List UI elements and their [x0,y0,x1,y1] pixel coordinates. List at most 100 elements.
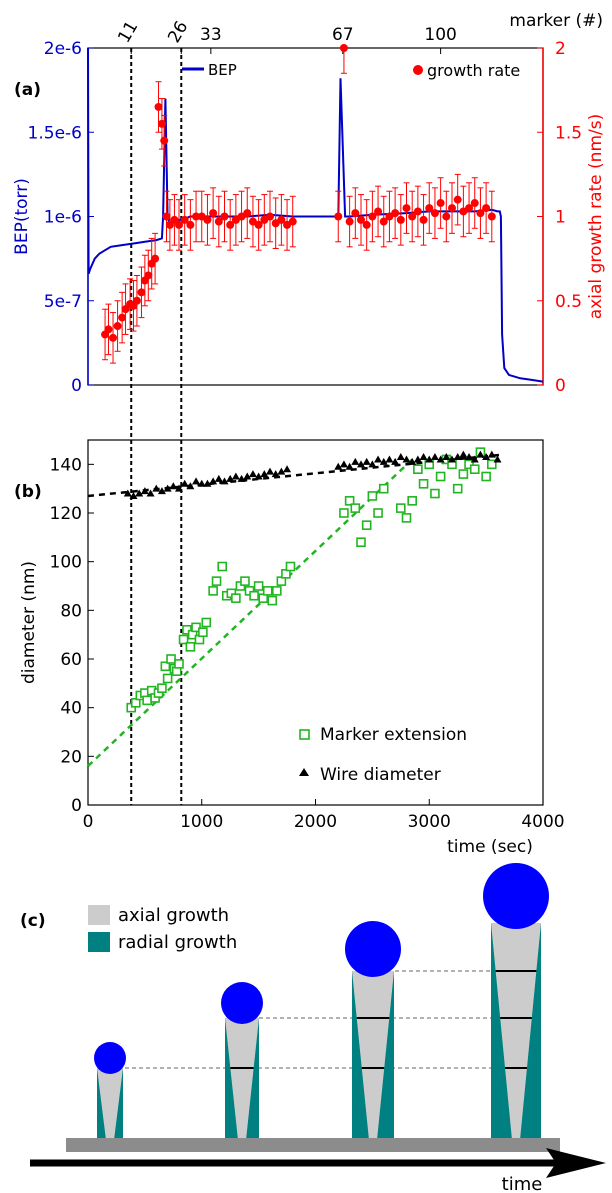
growth-rate-point [277,215,286,224]
wire-diameter-point [277,467,286,475]
y-left-tick-label: 1e-6 [44,208,82,228]
marker-extension-point [378,483,389,494]
wire-diameter-point [413,455,422,463]
y-tick-label: 140 [50,455,82,475]
marker-extension-point [435,471,446,482]
y-right-tick-label: 0 [555,376,566,396]
wire-diameter-point [345,462,354,470]
top-axis-label: marker (#) [509,11,603,31]
wire-diameter-point [368,460,377,468]
wire-diameter-point [385,455,394,463]
marker-extension-point [285,561,296,572]
marker-extension-point [361,520,372,530]
y-left-tick-label: 0 [71,376,82,396]
x-axis-label: time (sec) [447,837,533,857]
x-tick-label: 2000 [294,812,337,832]
growth-rate-point [368,212,377,221]
wire-diameter-point [203,479,212,487]
growth-rate-point [482,204,491,213]
growth-rate-point [118,313,127,322]
growth-rate-point [220,212,229,221]
wire-diameter-point [237,474,246,482]
wire-diameter-point [362,457,371,465]
legend-bep-label: BEP [208,61,237,79]
growth-rate-point [408,212,417,221]
marker-extension-point [452,483,463,494]
legend-marker-label: Marker extension [320,725,467,745]
top-tick-label: 100 [424,25,456,45]
top-tick-label: 26 [164,18,192,47]
growth-rate-point [476,209,485,218]
marker-extension-point [201,617,212,628]
growth-rate-point [379,217,388,226]
wire-diameter-point [209,477,218,485]
legend-growth-label: growth rate [427,61,520,80]
wire-diameter-point [169,482,178,490]
y-tick-label: 0 [71,796,82,816]
growth-rate-point [453,195,462,204]
marker-extension-point [396,503,406,513]
marker-extension-point [217,561,228,572]
growth-rate-point [192,212,201,221]
panel-a: 0 5e-7 1e-6 1.5e-6 2e-6 0 0.5 1 1.5 2 BEP(torr) axi… [12,11,606,805]
growth-rate-point [351,209,360,218]
x-tick-label: 1000 [180,812,223,832]
marker-extension-point [162,673,173,684]
wire-diameter-point [140,487,149,495]
marker-extension-point [339,508,349,518]
wire-diameter-point [465,453,474,461]
legend-wire-label: Wire diameter [320,765,441,785]
y-left-tick-label: 1.5e-6 [28,123,82,143]
legend-wire-swatch [299,768,309,776]
marker-extension-point [413,464,423,475]
marker-extension-point [464,459,474,470]
marker-extension-point [198,627,208,638]
time-arrow-label: time [502,1174,543,1193]
growth-rate-point [396,215,405,224]
nanowire-axial-core [225,1018,259,1140]
marker-extension-point [160,661,171,672]
legend-axial-label: axial growth [118,905,229,926]
x-tick-label: 4000 [521,812,564,832]
y-tick-label: 20 [60,747,82,767]
wire-diameter-point [379,457,388,465]
fit-line [87,458,414,767]
nanowire-axial-core [352,971,394,1140]
nanowire-axial-core [491,923,541,1140]
marker-extension-point [401,513,412,523]
growth-rate-point [442,212,451,221]
marker-extension-point [367,491,378,501]
legend-axial-swatch [88,905,110,925]
growth-rate-point [151,254,160,263]
wire-diameter-point [357,460,365,468]
marker-extension-point [469,464,480,475]
growth-rate-point [334,212,343,221]
wire-diameter-point [220,477,229,485]
marker-extension-point [249,590,259,601]
y-axis-label: diameter (nm) [19,561,39,684]
growth-rate-point [180,215,189,224]
growth-rate-point [104,325,113,334]
wire-diameter-point [408,457,417,465]
catalyst-droplet [345,921,401,977]
marker-extension-point [166,654,176,664]
nanowire-axial-core [97,1068,123,1140]
growth-rate-point [413,207,422,216]
wire-diameter-point [493,455,502,463]
marker-extension-point [458,469,469,479]
growth-rate-point [144,271,153,280]
growth-rate-point [419,215,428,224]
wire-diameter-point [419,453,428,461]
wire-diameter-point [163,484,172,492]
growth-rate-point [288,217,297,226]
wire-diameter-point [430,453,439,461]
wire-diameter-point [448,455,456,463]
growth-rate-point [391,209,400,218]
marker-extension-point [430,488,440,499]
y-tick-label: 60 [60,650,82,670]
wire-diameter-point [436,455,445,463]
wire-diameter-point [334,462,343,470]
marker-extension-point [240,576,250,586]
growth-rate-point [374,207,383,216]
marker-extension-point [208,586,218,596]
